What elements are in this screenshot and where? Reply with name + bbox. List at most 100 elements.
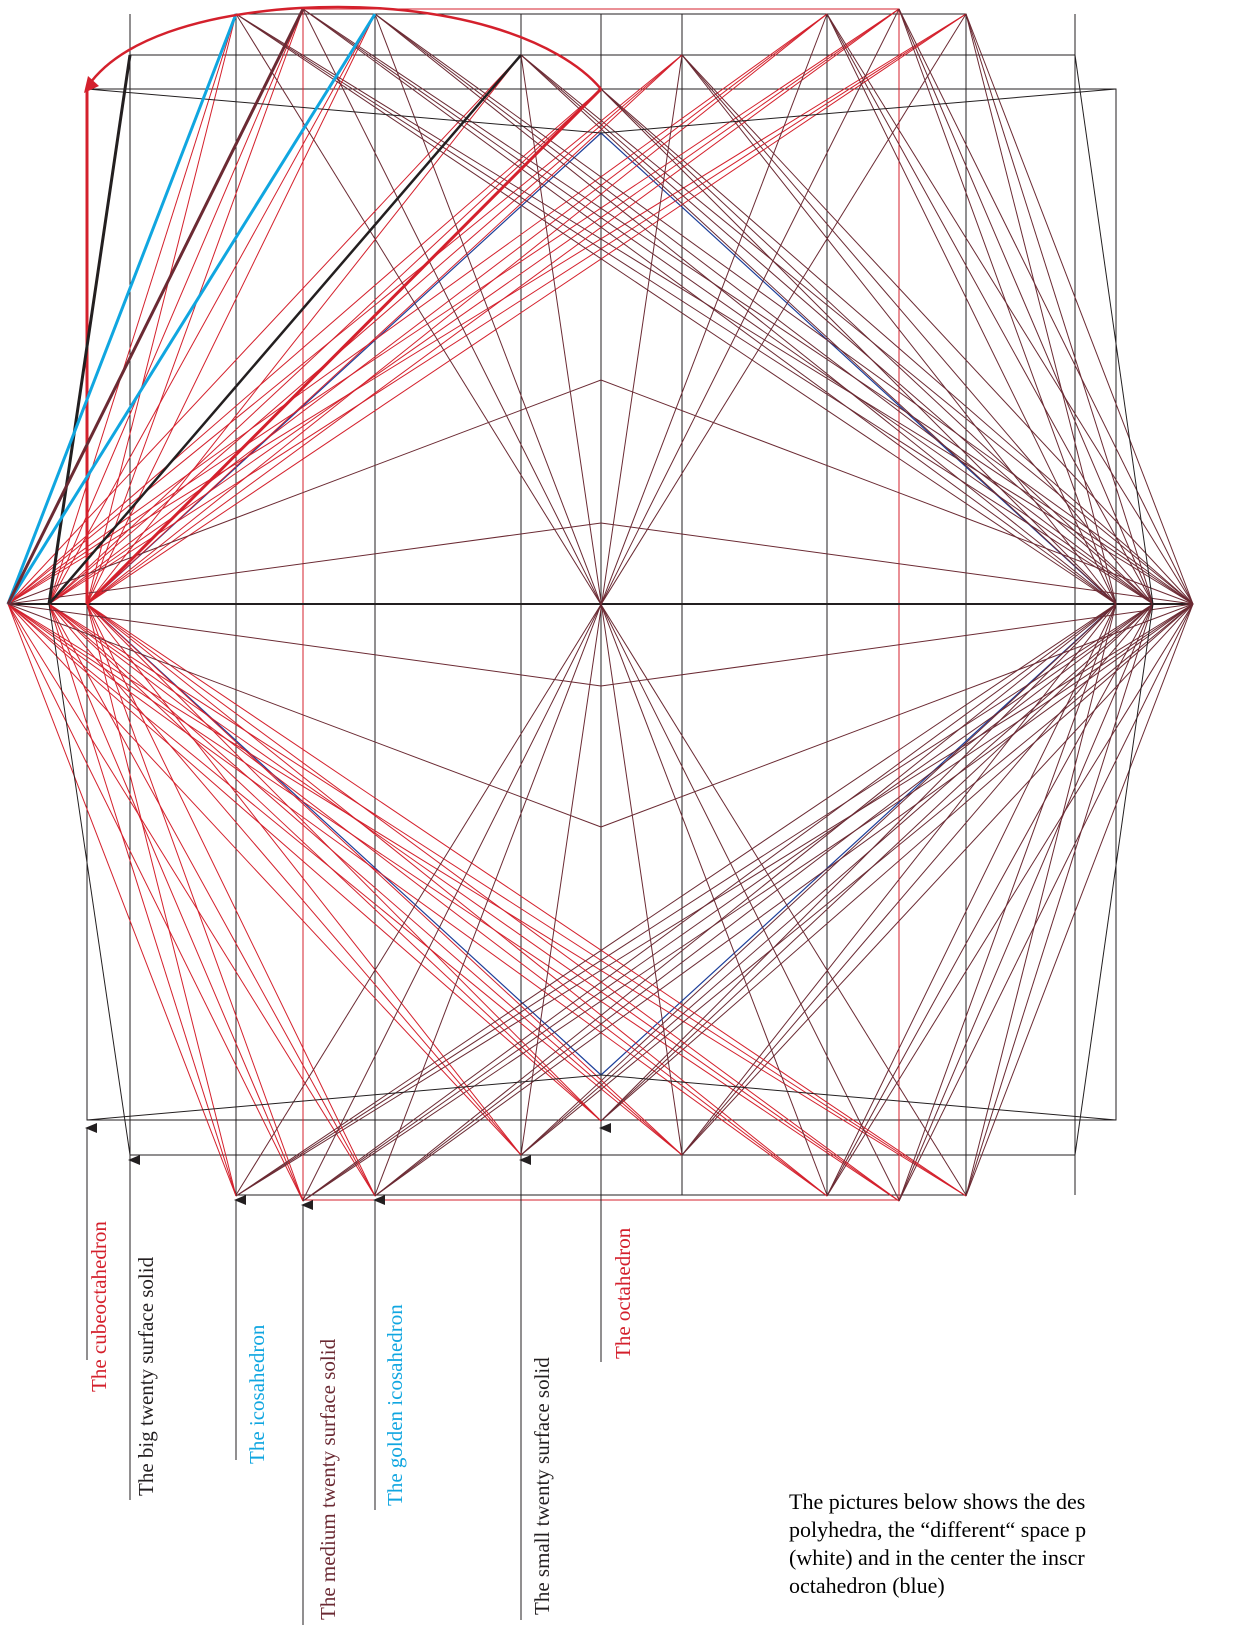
radial-line <box>7 54 522 605</box>
radial-line <box>7 603 683 1156</box>
radial-line <box>520 603 1117 1156</box>
center-line <box>600 522 1194 605</box>
caption-line: (white) and in the center the inscr <box>789 1545 1085 1570</box>
center-line <box>600 603 1194 687</box>
radial-line <box>374 603 1154 1197</box>
radial-line <box>7 54 683 605</box>
radial-line <box>86 603 376 1197</box>
radial-line <box>965 603 1154 1197</box>
octahedron-edge <box>600 603 1117 1076</box>
figure-caption: The pictures below shows the des polyhed… <box>789 1488 1242 1600</box>
radial-line <box>48 54 683 605</box>
caption-line: The pictures below shows the des <box>789 1489 1086 1514</box>
radial-line <box>898 603 1194 1202</box>
radial-line <box>235 603 1117 1197</box>
radial-line <box>7 603 522 1156</box>
octahedron-highlight-edge <box>85 87 603 606</box>
center-line <box>7 379 602 605</box>
label-octahedron: The octahedron <box>611 1227 635 1359</box>
side-edge <box>1074 54 1154 605</box>
radial-line <box>826 13 1194 605</box>
radial-line <box>86 8 304 605</box>
radial-line <box>235 13 1154 605</box>
radial-line <box>302 8 1117 605</box>
pointer-arrows <box>85 1123 611 1625</box>
radial-line <box>898 8 1154 605</box>
radial-line <box>374 13 1117 605</box>
radial-line <box>965 603 1117 1197</box>
radial-line <box>48 603 304 1202</box>
radial-line <box>600 603 1154 1122</box>
radial-line <box>48 603 237 1197</box>
radial-line <box>86 603 683 1156</box>
caption-line: polyhedra, the “different“ space p <box>789 1517 1087 1542</box>
radial-line <box>7 88 602 605</box>
radial-line <box>48 8 900 605</box>
side-edge <box>86 1074 602 1121</box>
radial-line <box>520 54 1194 605</box>
radial-line <box>86 603 237 1197</box>
label-medium-twenty-surface-solid: The medium twenty surface solid <box>316 1338 340 1620</box>
radial-line <box>48 603 602 1122</box>
side-edge <box>48 603 131 1156</box>
radial-line <box>374 13 1154 605</box>
radial-line <box>681 603 1117 1156</box>
radial-line <box>86 13 237 605</box>
radial-line <box>7 603 304 1202</box>
solid-labels: The cubeoctahedron The big twenty surfac… <box>87 1221 635 1620</box>
radial-line <box>7 603 376 1197</box>
radial-line <box>681 603 1194 1156</box>
icosahedron-highlight-edge <box>6 13 238 605</box>
radial-line <box>86 54 683 605</box>
radial-line <box>965 13 1194 605</box>
radial-line <box>302 603 1194 1202</box>
radial-line <box>48 603 967 1197</box>
radial-line <box>681 54 1154 605</box>
radial-line <box>7 603 602 1122</box>
arc-arrowhead <box>84 76 99 93</box>
side-edge <box>1074 603 1154 1156</box>
crossing-diagonal <box>520 54 683 1156</box>
center-line <box>7 603 602 687</box>
center-line <box>600 379 1194 605</box>
radial-line <box>48 13 967 605</box>
radial-line <box>86 13 828 605</box>
construction-lines <box>7 8 1194 1202</box>
radial-line <box>965 13 1154 605</box>
radial-line <box>7 8 900 605</box>
radial-line <box>48 603 900 1202</box>
label-icosahedron: The icosahedron <box>245 1324 269 1464</box>
center-line <box>600 603 1194 828</box>
radial-line <box>898 8 1194 605</box>
highlighted-edges <box>6 5 603 606</box>
medium-solid-highlight-edge <box>6 8 305 605</box>
octahedron-edge <box>86 603 602 1076</box>
radial-line <box>7 13 967 605</box>
radial-line <box>681 54 1194 605</box>
radial-line <box>7 603 900 1202</box>
side-edge <box>86 88 602 134</box>
label-big-twenty-surface-solid: The big twenty surface solid <box>134 1256 158 1496</box>
radial-line <box>86 603 900 1202</box>
radial-line <box>681 54 1117 605</box>
radial-line <box>681 603 1154 1156</box>
radial-line <box>86 8 900 605</box>
radial-line <box>302 8 1154 605</box>
radial-line <box>48 603 376 1197</box>
radial-line <box>826 603 1117 1197</box>
radial-line <box>898 603 1117 1202</box>
radial-line <box>48 603 522 1156</box>
radial-line <box>86 603 522 1156</box>
radial-line <box>48 13 828 605</box>
rotation-arc <box>86 5 602 90</box>
radial-line <box>374 603 1117 1197</box>
radial-line <box>7 13 828 605</box>
label-small-twenty-surface-solid: The small twenty surface solid <box>530 1357 554 1615</box>
radial-line <box>520 603 1194 1156</box>
radial-line <box>7 603 967 1197</box>
golden-icosahedron-highlight-edge <box>6 13 377 605</box>
radial-line <box>7 603 828 1197</box>
radial-line <box>7 603 237 1197</box>
